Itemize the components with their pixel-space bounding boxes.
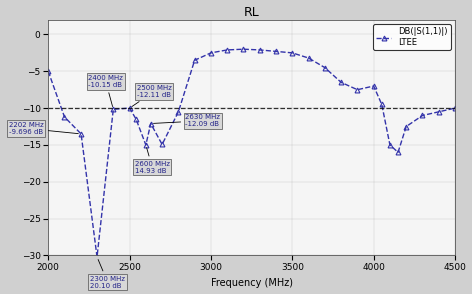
DB(|S(1,1)|)
LTEE	[159, 143, 165, 146]
DB(|S(1,1)|)
LTEE	[395, 151, 401, 154]
DB(|S(1,1)|)
LTEE	[110, 108, 116, 111]
Text: 2202 MHz
-9.696 dB: 2202 MHz -9.696 dB	[9, 122, 78, 135]
DB(|S(1,1)|)
LTEE	[62, 115, 67, 119]
DB(|S(1,1)|)
LTEE	[148, 122, 153, 125]
DB(|S(1,1)|)
LTEE	[436, 110, 442, 113]
DB(|S(1,1)|)
LTEE	[322, 66, 328, 69]
Text: 2500 MHz
-12.11 dB: 2500 MHz -12.11 dB	[132, 85, 171, 106]
DB(|S(1,1)|)
LTEE	[306, 56, 312, 60]
Title: RL: RL	[244, 6, 260, 19]
Text: 2630 MHz
-12.09 dB: 2630 MHz -12.09 dB	[153, 114, 220, 127]
DB(|S(1,1)|)
LTEE	[338, 81, 344, 84]
DB(|S(1,1)|)
LTEE	[94, 255, 100, 259]
DB(|S(1,1)|)
LTEE	[45, 69, 51, 73]
DB(|S(1,1)|)
LTEE	[371, 84, 377, 88]
DB(|S(1,1)|)
LTEE	[208, 51, 214, 55]
DB(|S(1,1)|)
LTEE	[143, 143, 149, 147]
DB(|S(1,1)|)
LTEE	[127, 106, 133, 110]
DB(|S(1,1)|)
LTEE	[354, 88, 360, 91]
DB(|S(1,1)|)
LTEE	[289, 51, 295, 55]
DB(|S(1,1)|)
LTEE	[241, 47, 246, 51]
DB(|S(1,1)|)
LTEE	[452, 106, 458, 110]
DB(|S(1,1)|)
LTEE	[273, 50, 279, 53]
DB(|S(1,1)|)
LTEE	[78, 132, 84, 136]
Text: 2300 MHz
20.10 dB: 2300 MHz 20.10 dB	[90, 260, 125, 288]
Text: 2600 MHz
14.93 dB: 2600 MHz 14.93 dB	[135, 148, 170, 174]
Line: DB(|S(1,1)|)
LTEE: DB(|S(1,1)|) LTEE	[46, 47, 457, 259]
DB(|S(1,1)|)
LTEE	[387, 143, 393, 147]
Legend: DB(|S(1,1)|)
LTEE: DB(|S(1,1)|) LTEE	[373, 24, 451, 50]
DB(|S(1,1)|)
LTEE	[192, 59, 197, 62]
DB(|S(1,1)|)
LTEE	[224, 48, 230, 52]
Text: 2400 MHz
-10.15 dB: 2400 MHz -10.15 dB	[88, 75, 123, 106]
DB(|S(1,1)|)
LTEE	[420, 114, 425, 117]
DB(|S(1,1)|)
LTEE	[404, 125, 409, 128]
DB(|S(1,1)|)
LTEE	[379, 103, 385, 106]
DB(|S(1,1)|)
LTEE	[176, 110, 181, 113]
X-axis label: Frequency (MHz): Frequency (MHz)	[211, 278, 293, 288]
DB(|S(1,1)|)
LTEE	[133, 117, 139, 121]
DB(|S(1,1)|)
LTEE	[257, 48, 262, 52]
